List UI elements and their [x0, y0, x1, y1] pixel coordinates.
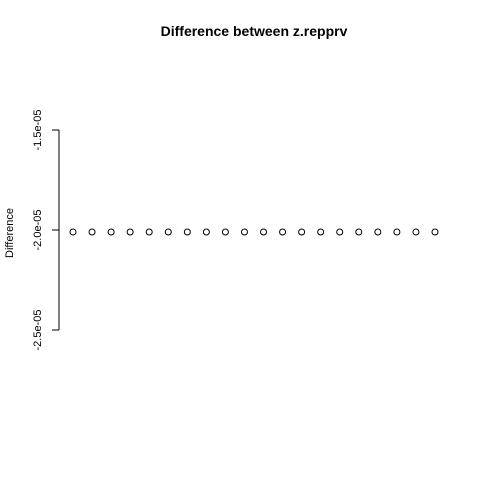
data-point [164, 228, 172, 236]
data-point [145, 228, 153, 236]
y-axis-label: Difference [4, 208, 16, 258]
data-point [88, 228, 96, 236]
y-tick-label: -2.5e-05 [32, 310, 44, 351]
data-point [317, 228, 325, 236]
data-point [431, 228, 439, 236]
data-point [260, 228, 268, 236]
data-point [183, 228, 191, 236]
data-point [412, 228, 420, 236]
data-point [69, 228, 77, 236]
data-point [240, 228, 248, 236]
data-point [298, 228, 306, 236]
chart-title: Difference between z.repprv [161, 23, 348, 39]
data-point [202, 228, 210, 236]
y-tick-label: -2.0e-05 [32, 210, 44, 251]
data-point [393, 228, 401, 236]
data-point [374, 228, 382, 236]
data-points [69, 228, 439, 236]
y-axis: -1.5e-05 -2.0e-05 -2.5e-05 [32, 110, 60, 351]
data-point [279, 228, 287, 236]
y-tick-label: -1.5e-05 [32, 110, 44, 151]
data-point [336, 228, 344, 236]
data-point [355, 228, 363, 236]
data-point [126, 228, 134, 236]
data-point [107, 228, 115, 236]
data-point [221, 228, 229, 236]
